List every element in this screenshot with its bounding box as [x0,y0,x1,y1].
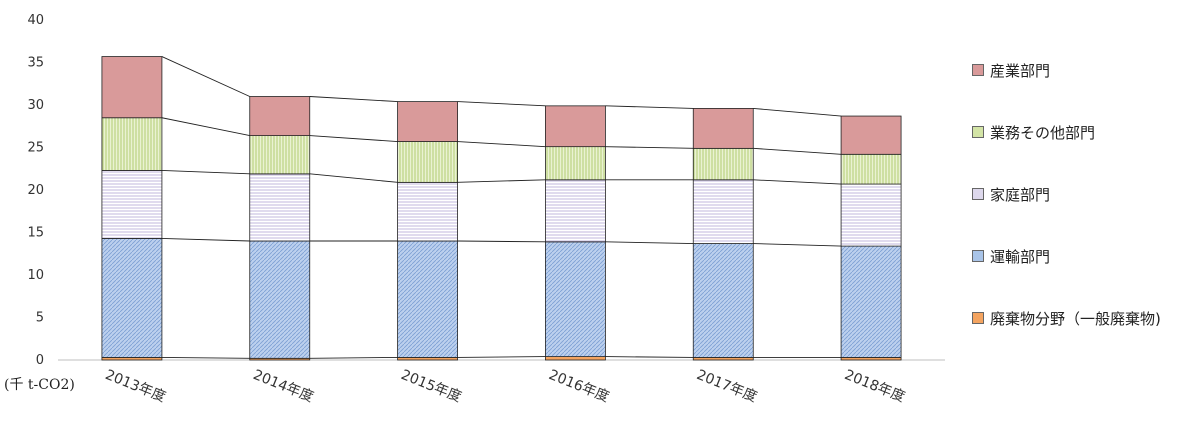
y-tick-label: 10 [27,268,44,283]
bar-segment-3-5 [692,179,754,244]
y-unit-label: (千 t-CO2) [4,377,75,393]
series-connector-line [161,357,250,359]
y-tick-label: 0 [36,353,44,368]
bar-segment-3-2 [249,173,311,242]
series-connector-line [309,173,398,183]
legend-swatch-industry [972,64,984,76]
legend-swatch-waste [972,312,984,324]
bar-segment-4-5 [692,147,754,181]
y-tick-label: 40 [27,13,44,28]
bar-segment-4-1 [101,117,163,171]
legend-swatch-household [972,188,984,200]
bar-segment-1-4 [545,356,606,361]
series-connector-line [753,243,842,247]
legend-swatch-business [972,126,984,138]
legend-item-household: 家庭部門 [972,184,1050,204]
bar-segment-4-2 [249,135,311,175]
legend-label-transport: 運輸部門 [990,247,1051,266]
series-connector-line [309,357,398,359]
bar-segment-2-4 [545,241,606,358]
legend-label-business: 業務その他部門 [990,123,1096,142]
x-tick-label: 2016年度 [546,367,611,406]
bar-segment-3-1 [101,170,163,239]
series-connector-line [161,170,250,175]
x-tick-label: 2018年度 [842,367,907,406]
legend-item-industry: 産業部門 [972,60,1050,80]
legend-label-waste: 廃棄物分野（一般廃棄物) [990,309,1161,328]
bar-segment-5-5 [692,108,754,149]
y-tick-label: 35 [27,56,44,71]
x-tick-label: 2015年度 [399,367,464,406]
series-connector-line [753,107,842,117]
bar-segment-2-6 [840,245,902,358]
legend-label-household: 家庭部門 [990,185,1051,204]
y-tick-label: 25 [27,141,44,156]
bar-segment-5-3 [397,101,458,142]
bar-segment-5-1 [101,56,163,119]
series-connector-line [457,141,546,148]
series-connector-line [457,179,546,183]
series-connector-line [161,56,250,97]
legend-item-waste: 廃棄物分野（一般廃棄物) [972,308,1161,328]
bar-segment-3-6 [840,183,902,247]
bar-segment-3-4 [545,179,606,243]
series-connector-line [161,238,250,242]
bar-segment-5-6 [840,115,902,155]
bar-segment-2-1 [101,238,163,358]
series-connector-line [309,135,398,142]
bar-segment-5-2 [249,96,311,136]
series-connector-line [753,147,842,155]
series-connector-line [457,240,546,243]
series-connector-line [605,356,694,358]
series-connector-line [457,356,546,358]
legend-item-business: 業務その他部門 [972,122,1095,142]
y-tick-label: 5 [36,311,44,326]
bar-segment-4-3 [397,141,458,183]
y-tick-label: 15 [27,226,44,241]
bar-segment-2-2 [249,240,311,359]
bar-segment-2-3 [397,240,458,358]
series-connector-line [605,241,694,244]
x-tick-label: 2013年度 [103,367,168,406]
series-connector-line [457,101,546,107]
series-connector-line [309,96,398,103]
series-connector-line [161,117,250,137]
series-connector-line [753,179,842,185]
bar-segment-5-4 [545,105,606,148]
bar-segment-4-6 [840,153,902,185]
bar-segment-2-5 [692,243,754,358]
series-connector-line [605,105,694,109]
y-tick-label: 20 [27,183,44,198]
bar-segment-4-4 [545,146,606,181]
bar-segment-3-3 [397,181,458,242]
series-connector-line [605,146,694,149]
x-tick-label: 2017年度 [694,367,759,406]
y-tick-label: 30 [27,98,44,113]
legend-swatch-transport [972,250,984,262]
legend-item-transport: 運輸部門 [972,246,1050,266]
legend-label-industry: 産業部門 [990,61,1051,80]
x-tick-label: 2014年度 [251,367,316,406]
